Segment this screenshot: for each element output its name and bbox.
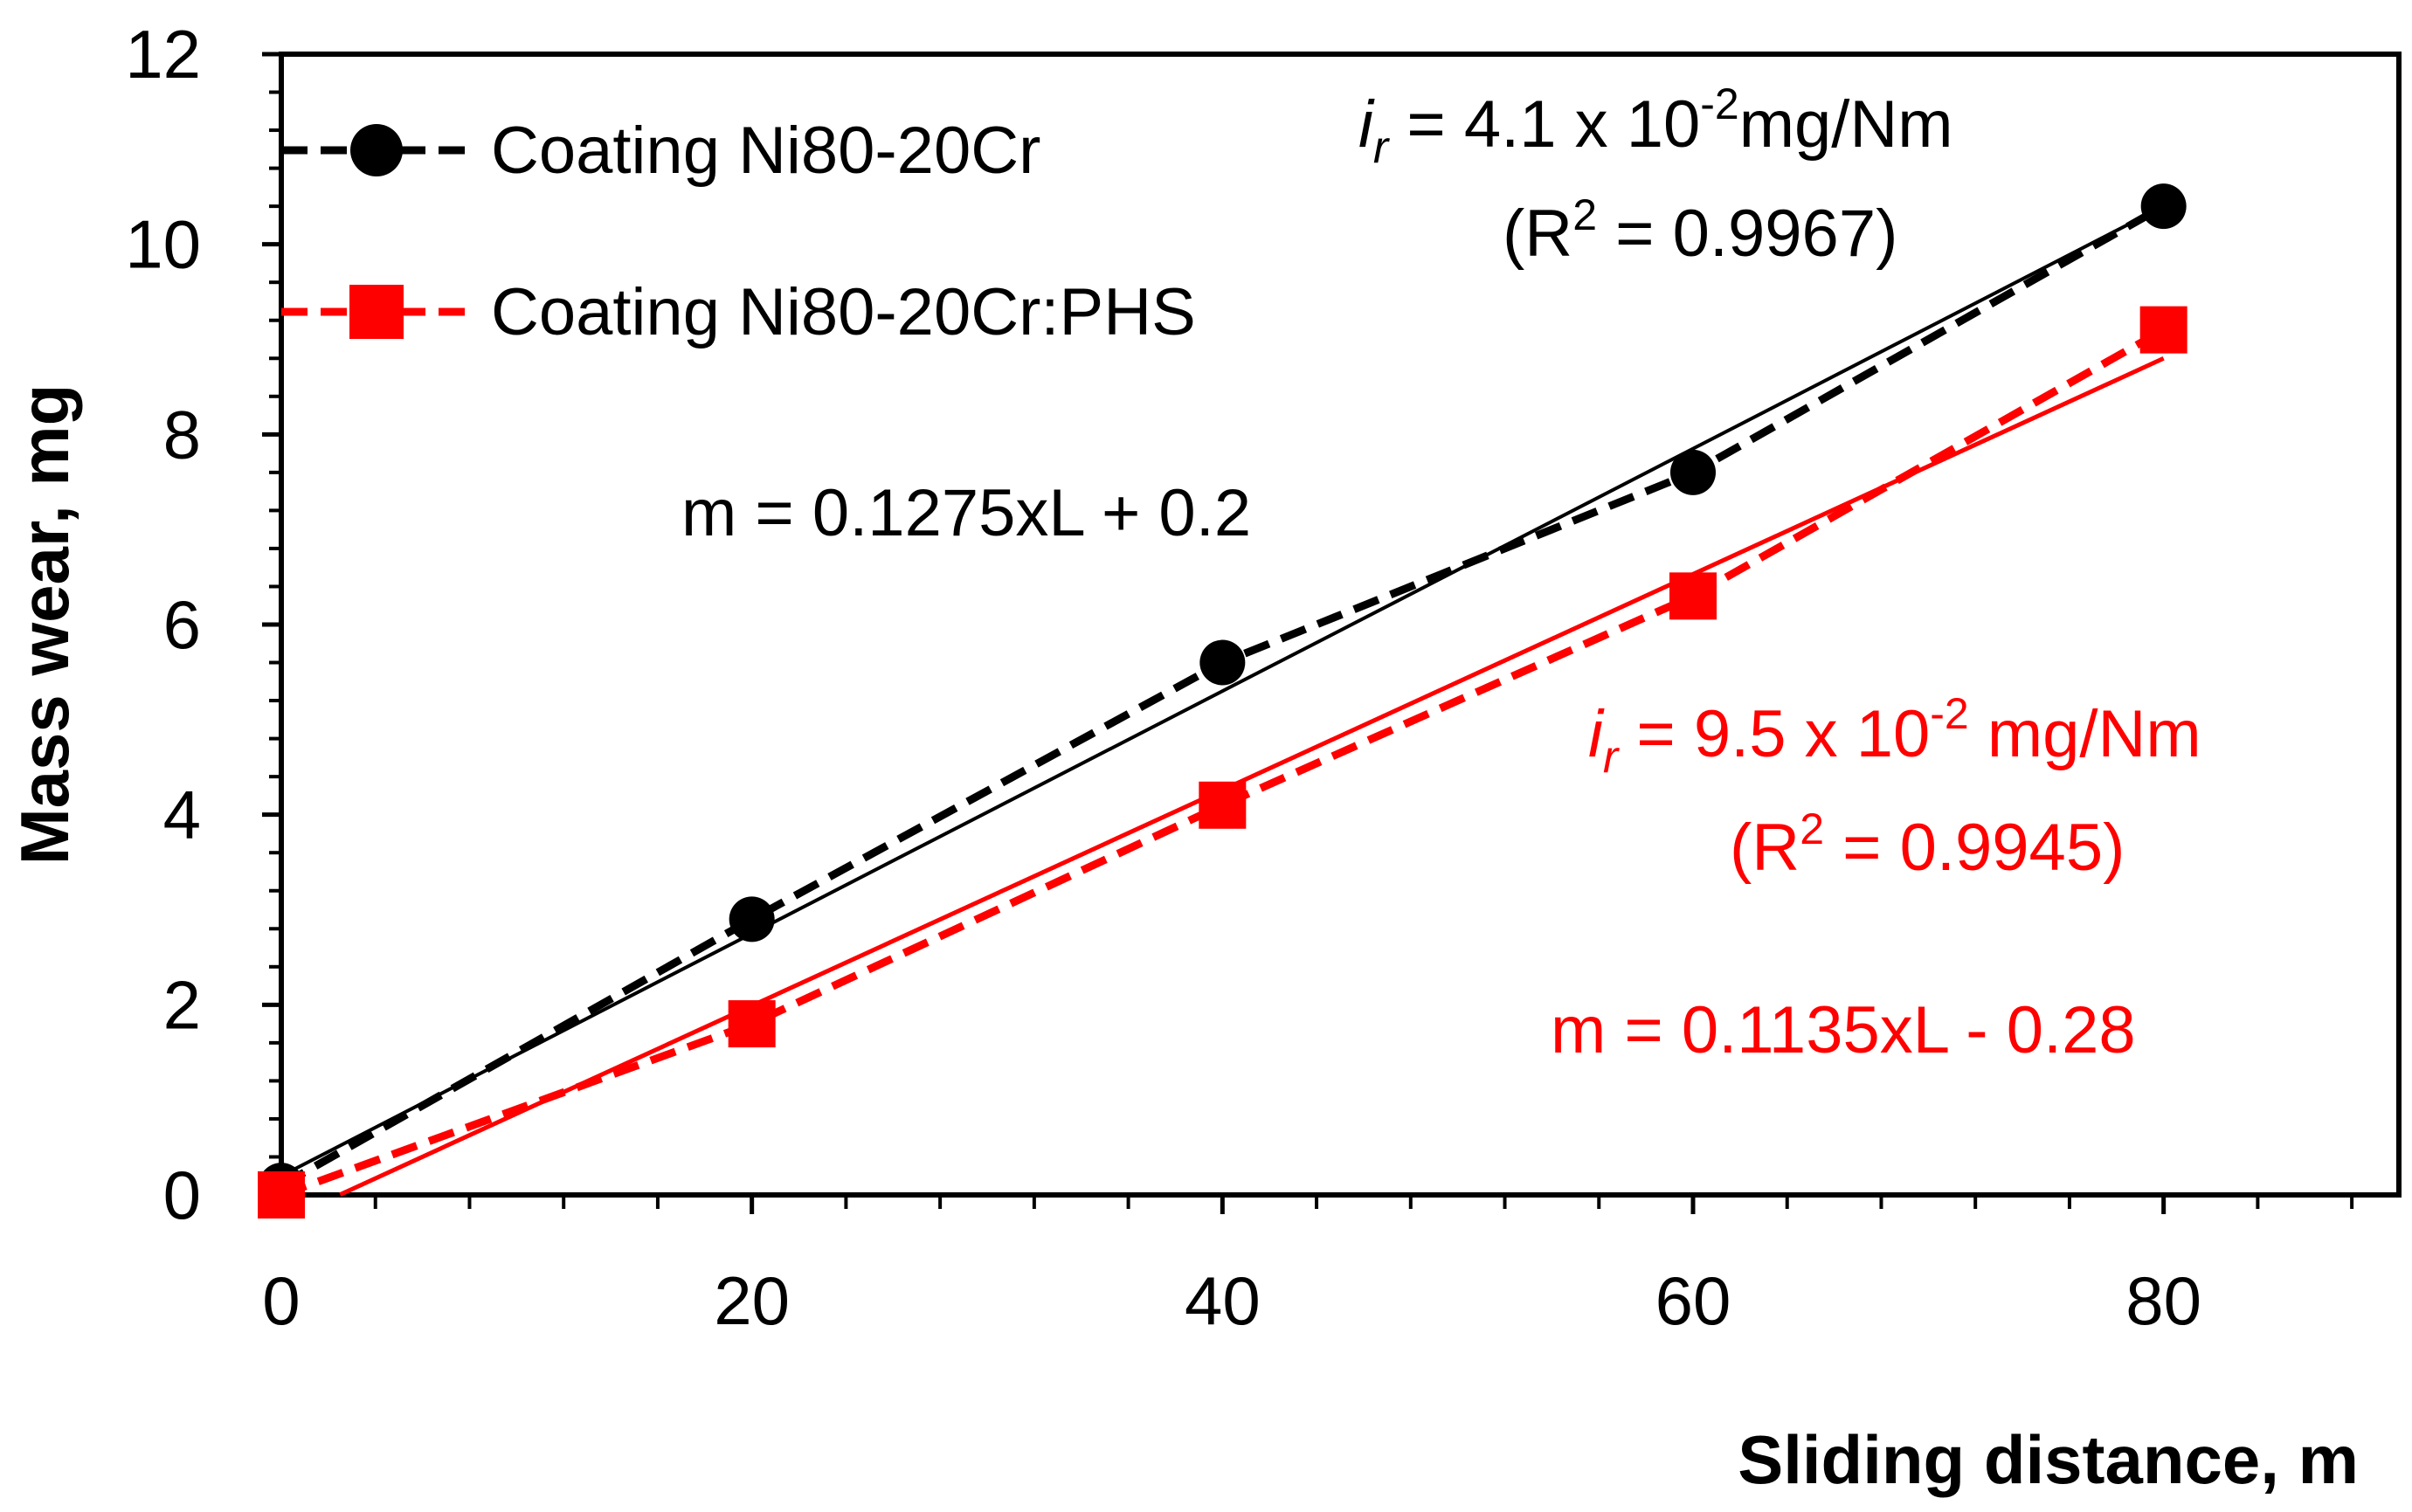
annotation-red-equation: m = 0.1135xL - 0.28 [1551,993,2136,1067]
trend-line-ni80 [280,204,2165,1178]
trend-lines [280,204,2165,1197]
y-tick-label: 8 [163,396,201,473]
data-point-ni80 [2140,183,2187,230]
data-point-ni80 [729,896,775,942]
annotation-red-rate: ir = 9.5 x 10-2 mg/Nm [1588,689,2201,783]
legend-marker-phs [349,285,404,339]
data-point-ni80 [1670,449,1716,495]
annotation-black-rate: ir = 4.1 x 10-2mg/Nm [1358,79,1953,173]
legend-label-ni80: Coating Ni80-20Cr [491,114,1040,188]
x-tick-label: 20 [714,1262,790,1339]
tick-labels: 0 2 4 6 8 10 12 0 20 40 60 80 [125,16,2201,1339]
data-point-phs [2139,306,2187,354]
x-axis-title: Sliding distance, m [1738,1421,2359,1498]
axis-ticks [262,52,2354,1214]
annotation-black-r2: (R2 = 0.9967) [1503,190,1897,271]
series-line-phs [280,326,2166,1199]
x-tick-label: 0 [262,1262,300,1339]
annotation-black: ir = 4.1 x 10-2mg/Nm (R2 = 0.9967) m = 0… [681,79,1953,550]
y-tick-label: 10 [125,206,201,283]
data-point-phs [728,1000,776,1048]
data-point-ni80 [1199,639,1246,686]
data-point-phs [1199,781,1247,829]
annotation-red: ir = 9.5 x 10-2 mg/Nm (R2 = 0.9945) m = … [1551,689,2201,1067]
data-markers [258,183,2187,1219]
x-tick-label: 40 [1185,1262,1261,1339]
data-point-phs [258,1171,305,1219]
annotation-black-equation: m = 0.1275xL + 0.2 [681,476,1251,550]
legend-label-phs: Coating Ni80-20Cr:PHS [491,275,1196,349]
y-tick-label: 0 [163,1156,201,1233]
legend-marker-ni80 [350,124,403,176]
x-tick-label: 80 [2125,1262,2201,1339]
y-tick-label: 4 [163,777,201,853]
data-point-phs [1669,572,1717,620]
legend: Coating Ni80-20Cr Coating Ni80-20Cr:PHS [281,114,1196,349]
y-axis-title: Mass wear, mg [6,384,83,866]
y-tick-label: 12 [125,16,201,93]
y-tick-label: 6 [163,586,201,663]
annotation-red-r2: (R2 = 0.9945) [1730,804,2125,885]
y-tick-label: 2 [163,966,201,1043]
trend-line-phs [339,356,2165,1197]
x-tick-label: 60 [1655,1262,1731,1339]
